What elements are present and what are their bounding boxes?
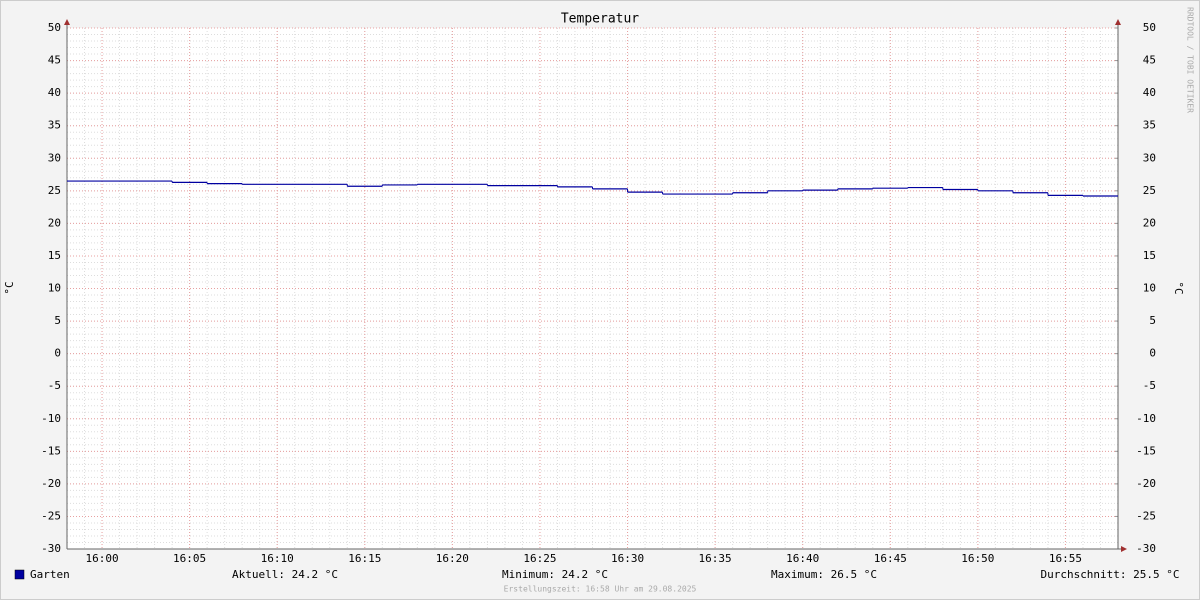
y2-tick-label: 15 bbox=[1143, 249, 1156, 262]
legend-swatch bbox=[14, 569, 25, 580]
y2-tick-label: 20 bbox=[1143, 216, 1156, 229]
legend-stat: Durchschnitt: 25.5 °C bbox=[1040, 568, 1179, 581]
y-tick-label: 25 bbox=[48, 184, 61, 197]
y-tick-label: 0 bbox=[54, 347, 61, 360]
y-tick-label: 20 bbox=[48, 216, 61, 229]
x-tick-label: 16:40 bbox=[786, 552, 819, 565]
x-tick-label: 16:25 bbox=[523, 552, 556, 565]
grid bbox=[67, 27, 1119, 550]
y2-tick-label: 30 bbox=[1143, 151, 1156, 164]
legend-stat: Aktuell: 24.2 °C bbox=[232, 568, 338, 581]
y-tick-label: -5 bbox=[48, 379, 61, 392]
footer: Erstellungszeit: 16:58 Uhr am 29.08.2025 bbox=[504, 585, 697, 594]
y-tick-label: -10 bbox=[41, 412, 61, 425]
y2-tick-label: 0 bbox=[1149, 347, 1156, 360]
y2-tick-label: -20 bbox=[1136, 477, 1156, 490]
legend-stat: Maximum: 26.5 °C bbox=[771, 568, 877, 581]
y2-tick-label: 35 bbox=[1143, 119, 1156, 132]
x-tick-label: 16:55 bbox=[1049, 552, 1082, 565]
y-tick-label: 15 bbox=[48, 249, 61, 262]
y-tick-label: 50 bbox=[48, 21, 61, 34]
y-tick-label: 30 bbox=[48, 151, 61, 164]
y-tick-label: -25 bbox=[41, 509, 61, 522]
arrow bbox=[64, 19, 70, 25]
y-tick-label: 35 bbox=[48, 119, 61, 132]
arrow bbox=[1115, 19, 1121, 25]
watermark: RRDTOOL / TOBI OETIKER bbox=[1186, 7, 1195, 113]
x-tick-label: 16:10 bbox=[261, 552, 294, 565]
y2-tick-label: -25 bbox=[1136, 509, 1156, 522]
chart-title: Temperatur bbox=[561, 12, 639, 27]
x-tick-label: 16:50 bbox=[961, 552, 994, 565]
y-tick-label: -20 bbox=[41, 477, 61, 490]
y-tick-label: 10 bbox=[48, 282, 61, 295]
y-tick-label: 40 bbox=[48, 86, 61, 99]
x-tick-label: 16:05 bbox=[173, 552, 206, 565]
x-tick-label: 16:35 bbox=[699, 552, 732, 565]
y-axis-label: °C bbox=[3, 281, 16, 294]
y2-tick-label: 50 bbox=[1143, 21, 1156, 34]
y-tick-label: -15 bbox=[41, 444, 61, 457]
y2-tick-label: 45 bbox=[1143, 54, 1156, 67]
x-tick-label: 16:45 bbox=[874, 552, 907, 565]
y2-tick-label: -10 bbox=[1136, 412, 1156, 425]
legend-label: Garten bbox=[30, 568, 70, 581]
x-tick-label: 16:30 bbox=[611, 552, 644, 565]
x-tick-label: 16:20 bbox=[436, 552, 469, 565]
y2-tick-label: 25 bbox=[1143, 184, 1156, 197]
y2-tick-label: -5 bbox=[1143, 379, 1156, 392]
y2-tick-label: 5 bbox=[1149, 314, 1156, 327]
y2-tick-label: -30 bbox=[1136, 542, 1156, 555]
y2-tick-label: 40 bbox=[1143, 86, 1156, 99]
legend-stat: Minimum: 24.2 °C bbox=[502, 568, 608, 581]
arrow bbox=[1121, 546, 1127, 552]
y-tick-label: -30 bbox=[41, 542, 61, 555]
y-tick-label: 45 bbox=[48, 54, 61, 67]
y-tick-label: 5 bbox=[54, 314, 61, 327]
y2-axis-label: °C bbox=[1172, 281, 1185, 294]
x-tick-label: 16:00 bbox=[85, 552, 118, 565]
y2-tick-label: -15 bbox=[1136, 444, 1156, 457]
y2-tick-label: 10 bbox=[1143, 282, 1156, 295]
x-tick-label: 16:15 bbox=[348, 552, 381, 565]
